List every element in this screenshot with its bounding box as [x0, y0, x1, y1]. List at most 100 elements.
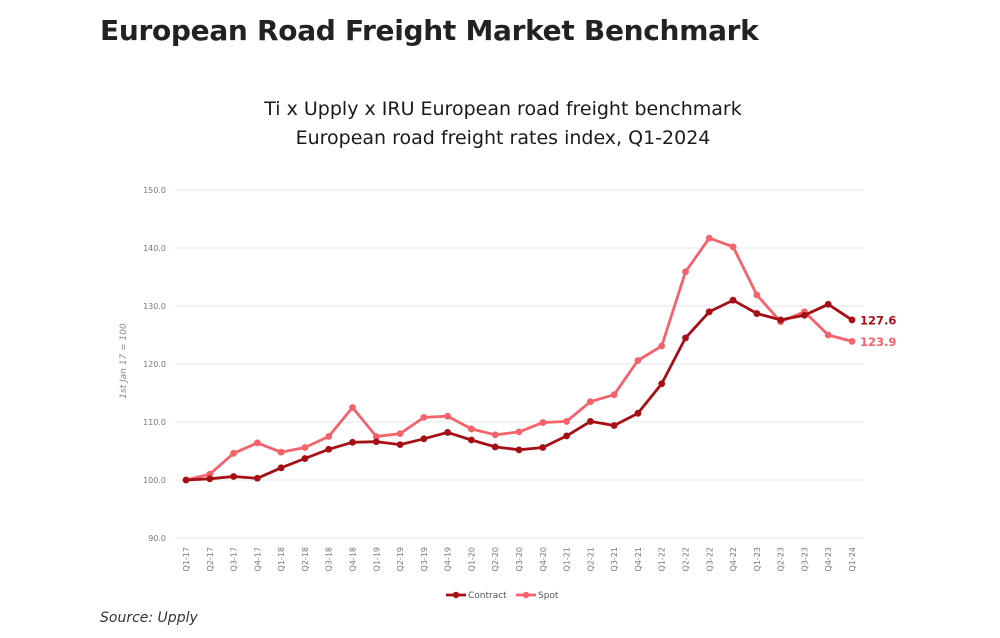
data-point-contract	[372, 438, 380, 446]
y-tick-label: 150.0	[143, 186, 166, 195]
data-point-contract	[491, 443, 499, 451]
x-axis-ticks: Q1-17 Q2-17 Q3-17 Q4-17 Q1-18 Q2-18 Q3-18 Q4-18…	[182, 547, 857, 571]
x-tick-label: Q1-21	[563, 547, 572, 571]
page-title: European Road Freight Market Benchmark	[100, 14, 759, 47]
x-tick-label: Q1-19	[372, 547, 381, 571]
data-point-spot	[563, 418, 570, 425]
data-point-contract	[468, 436, 475, 444]
y-tick-label: 140.0	[143, 244, 166, 253]
data-point-contract	[515, 446, 523, 454]
x-tick-label: Q3-18	[325, 547, 334, 571]
x-tick-label: Q2-21	[586, 547, 595, 571]
data-point-spot	[444, 412, 452, 420]
chart-title: Ti x Upply x IRU European road freight b…	[264, 98, 742, 120]
data-point-spot	[539, 419, 547, 426]
data-point-spot	[277, 448, 285, 456]
data-point-spot	[586, 398, 594, 406]
data-point-spot	[372, 433, 380, 440]
data-point-spot	[610, 391, 618, 399]
data-point-spot	[349, 404, 356, 411]
x-tick-label: Q3-20	[515, 547, 524, 571]
data-point-spot	[682, 268, 689, 276]
data-point-spot	[634, 357, 642, 364]
end-label-contract: 127.6	[860, 313, 896, 327]
x-tick-label: Q3-22	[705, 547, 714, 571]
data-point-spot	[230, 449, 237, 457]
end-label-spot: 123.9	[860, 335, 896, 349]
x-tick-label: Q4-23	[824, 547, 833, 571]
data-point-spot	[824, 331, 832, 339]
data-point-spot	[705, 234, 713, 242]
legend-item-contract: Contract	[446, 591, 507, 601]
gridlines	[175, 189, 864, 539]
legend-label: Contract	[468, 591, 507, 601]
series-lines	[182, 234, 856, 484]
data-point-contract	[539, 444, 547, 451]
chart-subtitle: European road freight rates index, Q1-20…	[295, 127, 711, 149]
data-point-contract	[396, 441, 404, 449]
legend-swatch-marker	[452, 591, 460, 599]
data-point-contract	[777, 316, 785, 324]
legend: Contract Spot	[446, 591, 559, 601]
x-tick-label: Q4-19	[444, 547, 453, 571]
y-tick-label: 130.0	[143, 302, 166, 311]
x-tick-label: Q2-18	[301, 547, 310, 571]
data-point-spot	[253, 439, 261, 447]
data-point-contract	[301, 455, 309, 462]
x-tick-label: Q2-19	[396, 547, 405, 571]
data-point-spot	[468, 425, 475, 433]
legend-swatch-marker	[522, 591, 530, 599]
y-axis-label: 1st Jan 17 = 100	[119, 323, 129, 399]
source-note: Source: Upply	[100, 610, 198, 626]
x-tick-label: Q3-23	[800, 547, 809, 571]
x-tick-label: Q1-20	[467, 547, 476, 571]
data-point-spot	[396, 430, 404, 437]
data-point-spot	[491, 431, 499, 439]
data-point-spot	[729, 243, 737, 251]
data-point-contract	[610, 422, 618, 429]
data-point-contract	[634, 409, 642, 417]
x-tick-label: Q3-21	[610, 547, 619, 571]
data-point-contract	[325, 445, 333, 453]
y-tick-label: 100.0	[143, 476, 166, 485]
x-tick-label: Q4-17	[253, 547, 262, 571]
data-point-contract	[848, 316, 856, 324]
x-tick-label: Q3-19	[420, 547, 429, 571]
data-point-spot	[420, 413, 428, 421]
x-tick-label: Q4-20	[539, 547, 548, 571]
y-tick-label: 120.0	[143, 360, 166, 369]
x-tick-label: Q4-18	[349, 547, 358, 571]
x-tick-label: Q2-17	[206, 547, 215, 571]
end-labels: 127.6 123.9	[860, 313, 896, 348]
data-point-contract	[182, 476, 190, 484]
data-point-contract	[682, 334, 689, 342]
data-point-contract	[253, 474, 261, 482]
data-point-spot	[848, 337, 856, 345]
data-point-spot	[658, 342, 666, 350]
y-tick-label: 90.0	[148, 534, 166, 543]
data-point-contract	[230, 473, 237, 480]
x-tick-label: Q2-20	[491, 547, 500, 571]
legend-label: Spot	[538, 591, 559, 601]
x-tick-label: Q4-21	[634, 547, 643, 571]
data-point-contract	[444, 429, 452, 436]
data-point-contract	[801, 311, 808, 319]
y-tick-label: 110.0	[143, 418, 166, 427]
data-point-contract	[729, 296, 737, 304]
x-tick-label: Q3-17	[230, 547, 239, 571]
data-point-contract	[206, 475, 214, 483]
data-point-spot	[515, 428, 523, 436]
x-tick-label: Q1-23	[753, 547, 762, 571]
data-point-contract	[563, 432, 570, 440]
data-point-contract	[349, 438, 356, 446]
series-spot	[182, 234, 856, 484]
data-point-spot	[301, 444, 309, 451]
data-point-contract	[753, 310, 761, 317]
x-tick-label: Q1-24	[848, 547, 857, 571]
data-point-contract	[586, 418, 594, 425]
data-point-contract	[420, 435, 428, 443]
x-tick-label: Q1-17	[182, 547, 191, 571]
data-point-contract	[277, 464, 285, 472]
series-line-spot	[184, 236, 854, 482]
